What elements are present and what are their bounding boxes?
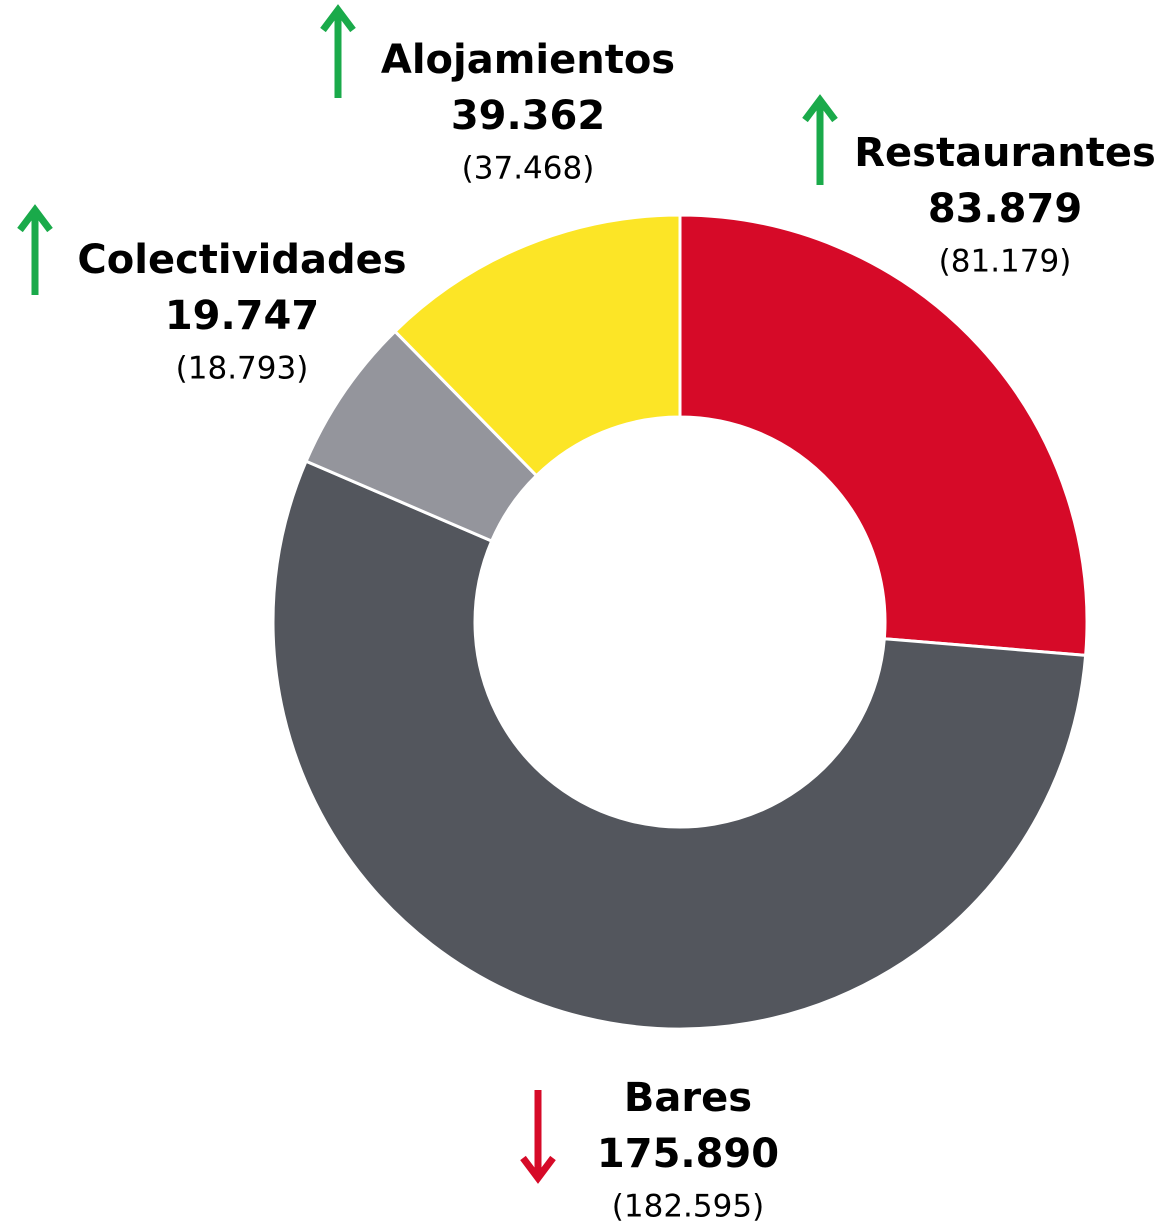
segment-value: 39.362 <box>451 93 605 139</box>
trend-arrow-head <box>802 94 838 123</box>
segment-name: Bares <box>624 1075 752 1121</box>
segment-previous: (182.595) <box>612 1189 764 1225</box>
segment-previous: (37.468) <box>462 151 595 187</box>
segment-name: Alojamientos <box>381 37 675 83</box>
segment-name: Restaurantes <box>854 130 1156 176</box>
segment-previous: (81.179) <box>939 244 1072 280</box>
donut-segment <box>392 213 682 478</box>
segment-value: 83.879 <box>928 186 1082 232</box>
trend-arrow-head <box>320 4 356 33</box>
segment-previous: (18.793) <box>176 351 309 387</box>
donut-segment <box>271 459 1088 1031</box>
donut-segment <box>678 213 1089 657</box>
segment-value: 19.747 <box>165 293 319 339</box>
trend-arrow-head <box>520 1155 556 1184</box>
trend-arrow-head <box>17 204 53 233</box>
segment-name: Colectividades <box>77 237 406 283</box>
segment-value: 175.890 <box>597 1131 779 1177</box>
